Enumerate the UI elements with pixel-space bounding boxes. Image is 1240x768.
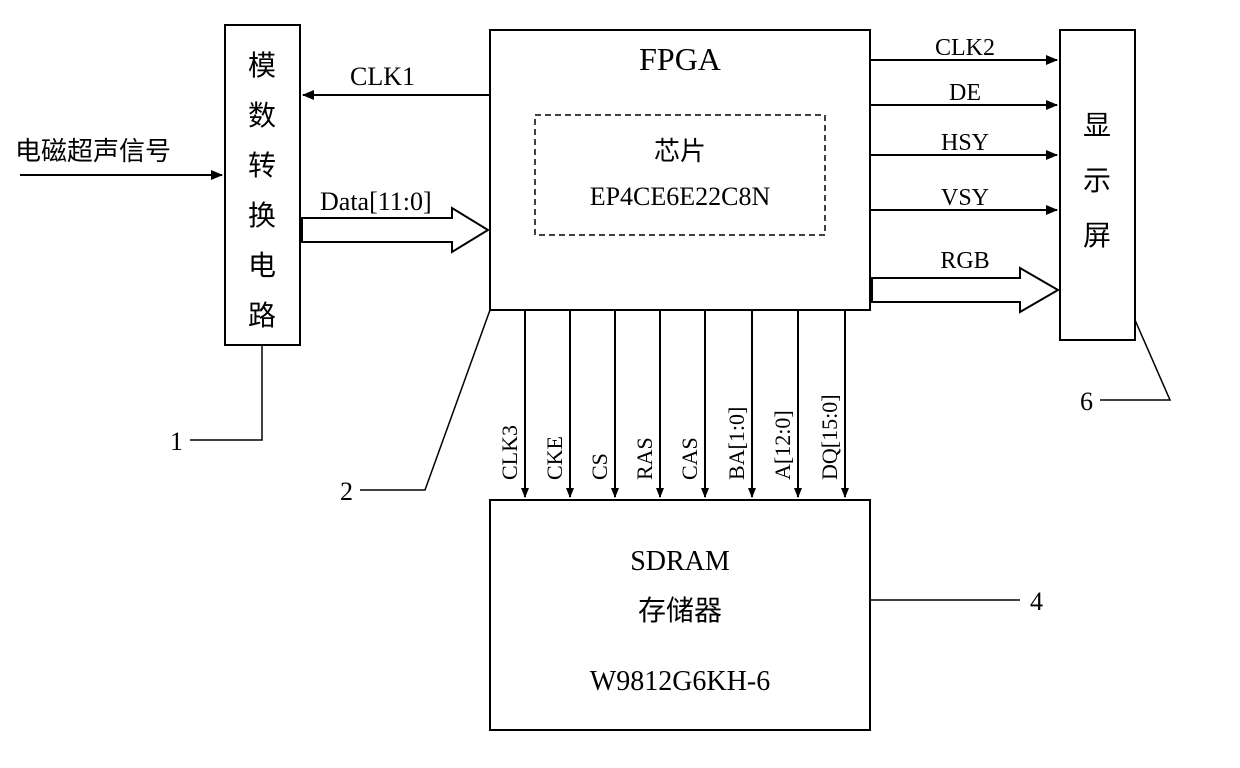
display-label-2: 屏 <box>1083 221 1111 252</box>
clk1-label: CLK1 <box>350 62 415 91</box>
chip-label-1: 芯片 <box>654 137 706 166</box>
clk2-label: CLK2 <box>935 35 995 61</box>
adc-label-3: 换 <box>248 200 276 232</box>
input-signal-label: 电磁超声信号 <box>15 137 171 166</box>
adc-label-4: 电 <box>248 250 276 282</box>
ref-2: 2 <box>340 477 353 506</box>
clk3-label: CLK3 <box>497 425 522 480</box>
chip-label-2: EP4CE6E22C8N <box>590 182 771 211</box>
adc-label-2: 转 <box>248 150 276 182</box>
de-label: DE <box>949 80 981 106</box>
ref-1: 1 <box>170 427 183 456</box>
adc-label-5: 路 <box>248 300 276 332</box>
hsy-label: HSY <box>941 130 989 156</box>
adc-label-1: 数 <box>248 100 276 132</box>
adc-label-0: 模 <box>248 50 276 82</box>
sdram-label-1: SDRAM <box>630 546 730 577</box>
data-bus-label: Data[11:0] <box>320 187 432 216</box>
ba-label: BA[1:0] <box>724 407 749 480</box>
dq-label: DQ[15:0] <box>817 394 842 480</box>
display-label-1: 示 <box>1083 166 1111 197</box>
a-label: A[12:0] <box>770 410 795 480</box>
display-label-0: 显 <box>1083 111 1111 142</box>
ref-6: 6 <box>1080 387 1093 416</box>
ras-label: RAS <box>632 437 657 480</box>
rgb-label: RGB <box>940 248 989 274</box>
sdram-label-3: W9812G6KH-6 <box>590 666 770 697</box>
ref-4: 4 <box>1030 587 1043 616</box>
vsy-label: VSY <box>941 185 989 211</box>
fpga-title: FPGA <box>639 41 721 77</box>
cke-label: CKE <box>542 436 567 480</box>
cs-label: CS <box>587 453 612 480</box>
cas-label: CAS <box>677 437 702 480</box>
sdram-label-2: 存储器 <box>638 595 722 627</box>
rgb-bus-arrow <box>872 268 1058 312</box>
